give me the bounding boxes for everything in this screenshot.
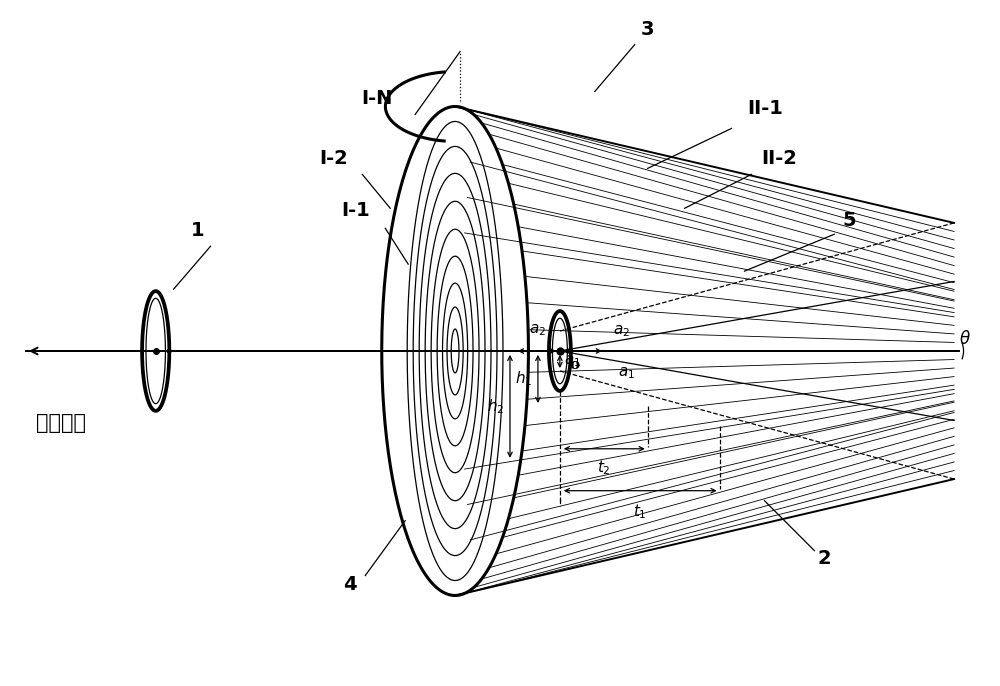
Text: $a_1$: $a_1$: [564, 353, 581, 369]
Text: 2: 2: [818, 549, 831, 567]
Text: I-1: I-1: [342, 201, 370, 220]
Text: $t_1$: $t_1$: [633, 503, 647, 521]
Text: II-1: II-1: [747, 99, 783, 119]
Text: 4: 4: [343, 576, 357, 595]
Text: $t_2$: $t_2$: [597, 459, 611, 477]
Text: o: o: [570, 358, 580, 372]
Text: 1: 1: [191, 221, 204, 240]
Text: I-N: I-N: [361, 89, 392, 108]
Text: 3: 3: [641, 20, 654, 38]
Text: $a_2$: $a_2$: [613, 323, 630, 339]
Text: $h_2$: $h_2$: [487, 397, 504, 416]
Text: II-2: II-2: [761, 150, 797, 168]
Text: I-2: I-2: [320, 150, 348, 168]
Text: $\theta$: $\theta$: [959, 330, 971, 348]
Text: $h_1$: $h_1$: [515, 370, 532, 388]
Text: 5: 5: [842, 211, 856, 230]
Text: $a_1$: $a_1$: [618, 365, 635, 381]
Text: $a_2$: $a_2$: [529, 322, 546, 338]
Text: 轴线方向: 轴线方向: [36, 413, 86, 433]
